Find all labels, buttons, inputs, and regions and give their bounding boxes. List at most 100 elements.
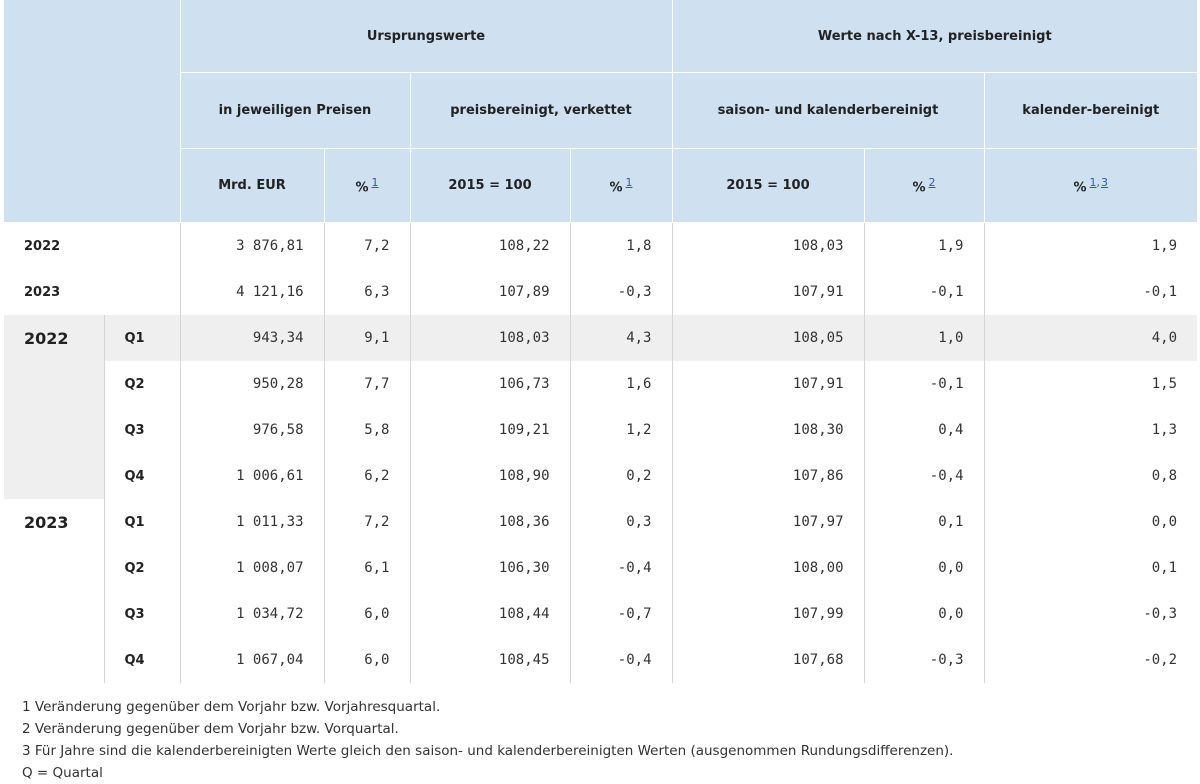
- table-row: Q3 1 034,72 6,0 108,44 -0,7 107,99 0,0 -…: [4, 591, 1198, 637]
- table-cell: 107,68: [671, 637, 864, 683]
- table-cell: 943,34: [179, 315, 324, 361]
- table-cell: 7,2: [323, 499, 410, 545]
- table-cell: 6,3: [323, 269, 410, 315]
- table-cell: 1,8: [569, 222, 672, 269]
- row-quarter-label: Q1: [103, 499, 180, 545]
- row-year-label: 2023: [24, 284, 61, 300]
- header-percent-label: %: [355, 180, 369, 196]
- table-cell: 106,30: [409, 545, 570, 591]
- header-percent-2: % 1: [569, 148, 672, 223]
- table-cell: 0,2: [569, 453, 672, 499]
- table-row: 2022 Q1 943,34 9,1 108,03 4,3 108,05 1,0…: [4, 315, 1198, 499]
- row-year-label: 2022: [24, 238, 61, 254]
- table-cell: 6,0: [323, 637, 410, 683]
- table-cell: -0,2: [983, 637, 1198, 683]
- header-group-original: Ursprungswerte: [179, 0, 672, 73]
- table-cell: 108,03: [671, 222, 864, 269]
- header-index-1: 2015 = 100: [409, 148, 570, 223]
- table-cell: 1 011,33: [179, 499, 324, 545]
- table-cell: 6,2: [323, 453, 410, 499]
- footnote-link-1[interactable]: 1: [625, 175, 633, 189]
- header-price-adjusted: preisbereinigt, verkettet: [409, 72, 672, 149]
- table-cell: 4,0: [983, 315, 1198, 361]
- table-cell: 106,73: [409, 361, 570, 407]
- header-calendar-adjusted: kalender-bereinigt: [983, 72, 1198, 149]
- table-cell: 950,28: [179, 361, 324, 407]
- table-cell: 107,91: [671, 361, 864, 407]
- header-seasonal-adjusted: saison- und kalenderbereinigt: [671, 72, 984, 149]
- table-cell: 6,1: [323, 545, 410, 591]
- footnote-3: 3 Für Jahre sind die kalenderbereinigten…: [22, 743, 954, 759]
- table-cell: 108,45: [409, 637, 570, 683]
- row-quarter-label: Q4: [103, 453, 180, 499]
- table-row: 2022 3 876,81 7,2 108,22 1,8 108,03 1,9 …: [4, 222, 1198, 269]
- table-cell: 107,89: [409, 269, 570, 315]
- table-cell: 0,3: [569, 499, 672, 545]
- row-year-group-label: 2023: [24, 513, 69, 532]
- table-cell: 0,4: [863, 407, 984, 453]
- table-row: 2023 4 121,16 6,3 107,89 -0,3 107,91 -0,…: [4, 269, 1198, 315]
- table-cell: 1,0: [863, 315, 984, 361]
- footnote-link-1[interactable]: 1: [371, 175, 379, 189]
- table-cell: 108,03: [409, 315, 570, 361]
- row-quarter-label: Q3: [103, 591, 180, 637]
- header-percent-4: % 1,3: [983, 148, 1198, 223]
- footnote-link-3[interactable]: 3: [1101, 175, 1109, 189]
- table-cell: 3 876,81: [179, 222, 324, 269]
- table-cell: 108,00: [671, 545, 864, 591]
- row-year-group-label: 2022: [4, 315, 104, 499]
- row-quarter-label: Q3: [103, 407, 180, 453]
- footnote-separator: ,: [1096, 175, 1101, 189]
- table-row: 2023 Q1 1 011,33 7,2 108,36 0,3 107,97 0…: [4, 499, 1198, 545]
- table-cell: 107,97: [671, 499, 864, 545]
- header-percent-label: %: [912, 180, 926, 196]
- table-cell: 9,1: [323, 315, 410, 361]
- header-percent-3: % 2: [863, 148, 984, 223]
- footnote-q: Q = Quartal: [22, 765, 103, 781]
- table-row: Q2 1 008,07 6,1 106,30 -0,4 108,00 0,0 0…: [4, 545, 1198, 591]
- table-cell: 107,91: [671, 269, 864, 315]
- table-cell: 976,58: [179, 407, 324, 453]
- footnote-2: 2 Veränderung gegenüber dem Vorjahr bzw.…: [22, 721, 399, 737]
- table-cell: 4,3: [569, 315, 672, 361]
- row-quarter-label: Q1: [103, 315, 180, 361]
- table-cell: 108,22: [409, 222, 570, 269]
- header-corner: [4, 0, 180, 223]
- row-quarter-label: Q2: [103, 361, 180, 407]
- table-cell: 1 067,04: [179, 637, 324, 683]
- gdp-table: Ursprungswerte Werte nach X-13, preisber…: [4, 0, 1198, 683]
- table-cell: 1,9: [983, 222, 1198, 269]
- table-cell: 0,8: [983, 453, 1198, 499]
- footnote-link-2[interactable]: 2: [928, 175, 936, 189]
- table-row: Q3 976,58 5,8 109,21 1,2 108,30 0,4 1,3: [4, 407, 1198, 453]
- table-cell: 0,0: [863, 545, 984, 591]
- table-row: Q4 1 067,04 6,0 108,45 -0,4 107,68 -0,3 …: [4, 637, 1198, 683]
- table-cell: 6,0: [323, 591, 410, 637]
- header-percent-label: %: [609, 180, 623, 196]
- table-row: Q4 1 006,61 6,2 108,90 0,2 107,86 -0,4 0…: [4, 453, 1198, 499]
- table-cell: -0,3: [983, 591, 1198, 637]
- table-cell: 1,2: [569, 407, 672, 453]
- table-cell: 1,3: [983, 407, 1198, 453]
- table-cell: 109,21: [409, 407, 570, 453]
- table-cell: 1 006,61: [179, 453, 324, 499]
- table-cell: -0,4: [569, 637, 672, 683]
- table-cell: -0,1: [863, 361, 984, 407]
- table-cell: 7,7: [323, 361, 410, 407]
- table-cell: 108,30: [671, 407, 864, 453]
- table-cell: 1 034,72: [179, 591, 324, 637]
- table-cell: 0,1: [983, 545, 1198, 591]
- table-cell: 107,86: [671, 453, 864, 499]
- footnote-1: 1 Veränderung gegenüber dem Vorjahr bzw.…: [22, 699, 441, 715]
- footnote-link-1[interactable]: 1: [1089, 175, 1097, 189]
- table-cell: 5,8: [323, 407, 410, 453]
- table-cell: -0,1: [983, 269, 1198, 315]
- table-cell: 1,6: [569, 361, 672, 407]
- table-cell: 0,1: [863, 499, 984, 545]
- table-cell: -0,4: [569, 545, 672, 591]
- header-percent-1: % 1: [323, 148, 410, 223]
- table-cell: 1 008,07: [179, 545, 324, 591]
- header-current-prices: in jeweiligen Preisen: [179, 72, 410, 149]
- table-cell: 4 121,16: [179, 269, 324, 315]
- table-cell: 1,5: [983, 361, 1198, 407]
